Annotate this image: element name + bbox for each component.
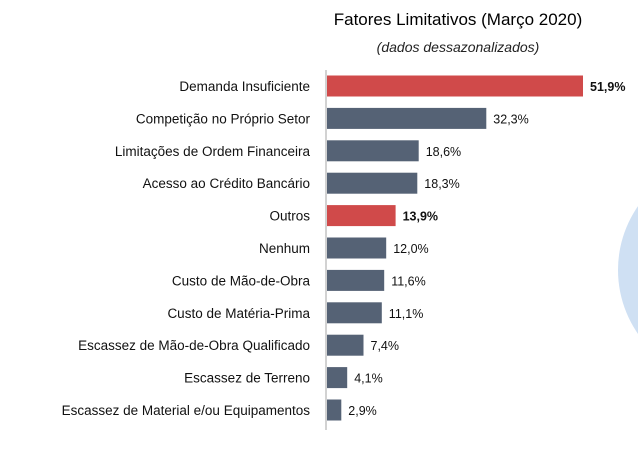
category-label-7: Custo de Mão-de-Obra — [172, 273, 311, 288]
category-label-5: Outros — [269, 209, 310, 224]
decorative-circle — [618, 206, 638, 334]
value-label-7: 11,6% — [391, 274, 426, 288]
category-labels: Demanda Insuficiente Competição no Própri… — [62, 79, 311, 418]
value-label-11: 2,9% — [348, 404, 377, 418]
value-label-9: 7,4% — [371, 339, 400, 353]
value-label-10: 4,1% — [354, 372, 383, 386]
bars-group — [327, 75, 583, 421]
value-label-6: 12,0% — [393, 242, 428, 256]
chart-title: Fatores Limitativos (Março 2020) — [334, 10, 582, 29]
value-label-3: 18,6% — [426, 145, 461, 159]
category-label-3: Limitações de Ordem Financeira — [115, 144, 311, 159]
bar-8 — [327, 302, 382, 324]
bar-4 — [327, 172, 418, 194]
bar-6 — [327, 237, 387, 259]
bar-3 — [327, 140, 419, 162]
bar-2 — [327, 107, 487, 129]
bar-9 — [327, 334, 364, 356]
category-label-6: Nenhum — [259, 241, 310, 256]
category-label-1: Demanda Insuficiente — [179, 79, 310, 94]
value-label-1: 51,9% — [590, 80, 625, 94]
chart-subtitle: (dados dessazonalizados) — [377, 39, 540, 55]
category-label-11: Escassez de Material e/ou Equipamentos — [62, 403, 311, 418]
category-label-10: Escassez de Terreno — [184, 371, 310, 386]
bar-11 — [327, 399, 342, 421]
bar-1 — [327, 75, 583, 97]
bar-5 — [327, 205, 396, 227]
value-label-5: 13,9% — [403, 210, 438, 224]
bar-10 — [327, 367, 348, 389]
value-labels: 51,9% 32,3% 18,6% 18,3% 13,9% 12,0% 11,6% 11,1%… — [348, 80, 625, 418]
category-label-4: Acesso ao Crédito Bancário — [143, 176, 310, 191]
value-label-8: 11,1% — [389, 307, 424, 321]
bar-7 — [327, 269, 385, 291]
value-label-2: 32,3% — [493, 112, 528, 126]
category-label-8: Custo de Matéria-Prima — [167, 306, 310, 321]
value-label-4: 18,3% — [424, 177, 459, 191]
category-label-2: Competição no Próprio Setor — [136, 111, 311, 126]
category-label-9: Escassez de Mão-de-Obra Qualificado — [78, 338, 310, 353]
